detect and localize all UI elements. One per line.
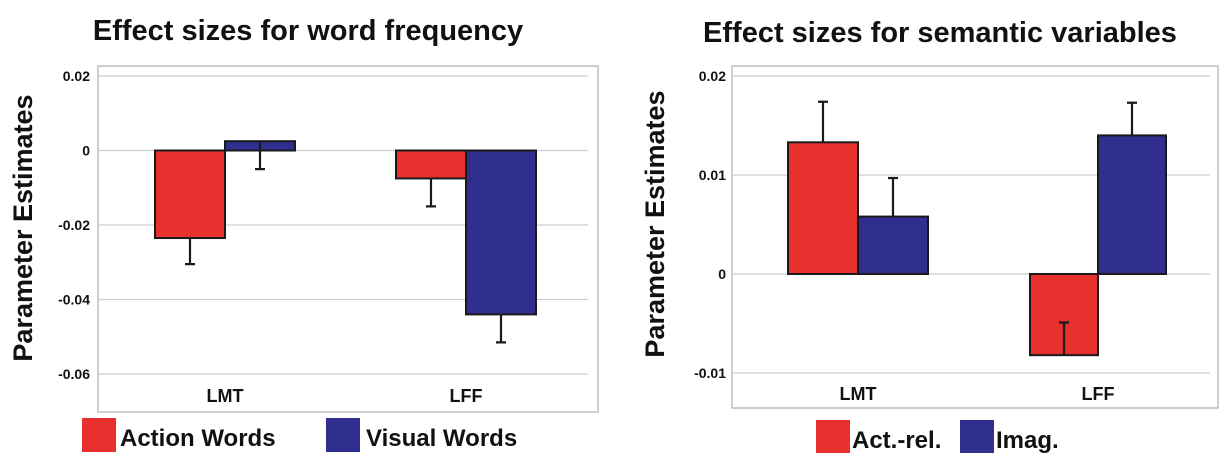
bars	[154, 140, 537, 344]
bar-lmt-imag	[857, 215, 929, 275]
y-tick-label: 0.01	[699, 167, 726, 183]
y-tick-label: -0.04	[58, 292, 90, 308]
legend-swatch-act-rel	[816, 420, 850, 453]
y-axis-label: Parameter Estimates	[640, 90, 670, 357]
error-bar	[496, 314, 506, 344]
bars	[787, 100, 1167, 357]
legend: Action Words Visual Words	[82, 418, 517, 452]
y-tick-label: 0	[718, 266, 726, 282]
error-bar	[888, 176, 898, 217]
chart-title: Effect sizes for semantic variables	[703, 17, 1177, 49]
error-bar	[255, 141, 265, 171]
x-tick-label-lmt: LMT	[207, 386, 244, 406]
y-tick-label: -0.01	[694, 365, 726, 381]
legend-swatch-imag	[960, 420, 994, 453]
legend-swatch-visual-words	[326, 418, 360, 452]
legend: Act.-rel. Imag.	[816, 420, 1059, 453]
bar-lmt-act-rel	[787, 141, 859, 275]
error-bar	[1127, 101, 1137, 136]
bar-lff-visual-words	[465, 149, 537, 316]
y-tick-label: 0.02	[699, 68, 726, 84]
x-tick-labels: LMT LFF	[207, 386, 483, 406]
bar-lff-imag	[1097, 134, 1167, 275]
y-tick-label: -0.06	[58, 366, 90, 382]
bar-lff-action-words	[395, 149, 467, 180]
chart-semantic-variables: Effect sizes for semantic variables Para…	[640, 17, 1219, 453]
legend-label-action-words: Action Words	[120, 425, 276, 452]
x-tick-label-lmt: LMT	[840, 384, 877, 404]
y-tick-label: 0.02	[63, 68, 90, 84]
error-bar	[185, 238, 195, 266]
chart-word-frequency: Effect sizes for word frequency Paramete…	[8, 15, 599, 452]
error-bar	[426, 178, 436, 208]
chart-title: Effect sizes for word frequency	[93, 15, 523, 47]
y-tick-labels: 0.02 0 -0.02 -0.04 -0.06	[58, 68, 90, 382]
x-tick-label-lff: LFF	[1082, 384, 1115, 404]
plot-frame	[97, 65, 599, 413]
y-axis-label: Parameter Estimates	[8, 94, 38, 361]
legend-label-act-rel: Act.-rel.	[852, 427, 941, 453]
legend-swatch-action-words	[82, 418, 116, 452]
legend-label-imag: Imag.	[996, 427, 1059, 453]
y-tick-label: -0.02	[58, 217, 90, 233]
plot-frame	[731, 65, 1219, 409]
error-bar	[818, 100, 828, 143]
x-tick-label-lff: LFF	[450, 386, 483, 406]
y-tick-labels: 0.02 0.01 0 -0.01	[694, 68, 726, 381]
legend-label-visual-words: Visual Words	[366, 425, 517, 452]
bar-lmt-action-words	[154, 149, 226, 240]
x-tick-labels: LMT LFF	[840, 384, 1115, 404]
y-tick-label: 0	[82, 143, 90, 159]
error-bar	[1059, 321, 1069, 356]
